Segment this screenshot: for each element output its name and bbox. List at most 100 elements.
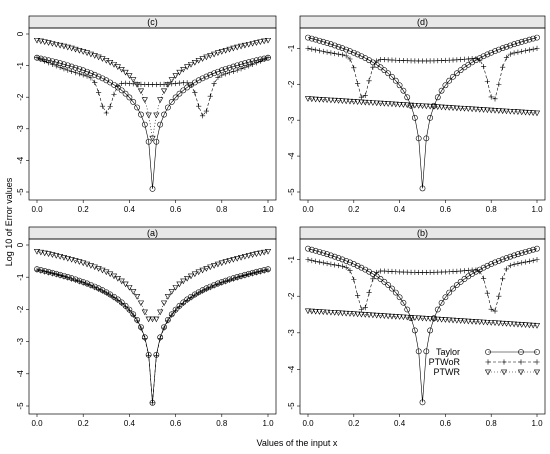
data-point (316, 96, 323, 103)
data-point (530, 257, 536, 264)
data-point (68, 45, 75, 52)
data-point (234, 256, 241, 262)
data-point (404, 102, 411, 109)
x-tick-label: 0.2 (348, 419, 360, 428)
y-tick-label: -1 (16, 273, 25, 281)
series-line (307, 37, 538, 189)
data-point (305, 45, 311, 51)
data-point (423, 316, 430, 322)
data-point (95, 54, 102, 61)
data-point (126, 80, 132, 87)
data-point (358, 94, 365, 100)
data-point (442, 317, 449, 323)
data-point (45, 60, 52, 66)
data-point (219, 280, 225, 286)
panel-a: (a) 0.0 0.2 0.4 0.6 0.8 1.0 0 -1 -2 -3 -4 -5 (16, 226, 277, 428)
data-point (370, 276, 376, 282)
data-point (346, 98, 354, 105)
data-point (427, 327, 434, 334)
data-point (161, 111, 167, 118)
x-tick-label: 1.0 (262, 205, 274, 214)
data-point (172, 285, 179, 291)
data-point (407, 315, 415, 321)
data-point (203, 54, 210, 61)
data-point (343, 53, 349, 59)
data-point (328, 50, 334, 56)
data-point (238, 66, 244, 72)
data-point (358, 53, 365, 60)
data-point (107, 292, 113, 298)
series-taylor (34, 266, 271, 406)
data-point (257, 269, 263, 275)
data-point (99, 75, 106, 82)
data-point (491, 320, 499, 327)
data-point (355, 293, 361, 299)
data-point (305, 245, 311, 252)
data-point (534, 45, 540, 51)
data-point (56, 254, 64, 260)
data-point (534, 257, 540, 263)
data-point (514, 109, 522, 116)
data-point (138, 325, 144, 331)
data-point (49, 252, 56, 258)
y-tick-label: -5 (16, 402, 25, 410)
data-point (222, 259, 229, 265)
data-point (354, 99, 361, 105)
data-point (80, 260, 87, 267)
data-point (346, 311, 354, 317)
data-point (366, 78, 372, 84)
data-point (309, 257, 315, 264)
panel-b: (b) 0.0 0.2 0.4 0.6 0.8 1.0 -1 -2 -3 -4 -5 (287, 226, 546, 428)
x-tick-label: 0.4 (394, 205, 406, 214)
data-point (61, 66, 67, 72)
data-point (210, 51, 218, 58)
series-ptwor (34, 267, 271, 406)
data-point (149, 316, 156, 323)
data-point (42, 58, 48, 64)
x-tick-label: 0.2 (78, 419, 90, 428)
data-point (503, 54, 510, 61)
data-point (126, 308, 132, 314)
data-point (488, 107, 495, 114)
data-point (45, 251, 52, 258)
data-point (160, 300, 168, 307)
data-point (492, 48, 498, 55)
data-point (515, 260, 521, 267)
data-point (164, 104, 171, 111)
data-point (400, 102, 407, 108)
data-point (84, 73, 90, 79)
data-point (488, 94, 494, 100)
x-tick-label: 0.4 (124, 419, 136, 428)
data-point (99, 103, 106, 109)
data-point (365, 100, 373, 106)
data-point (450, 73, 456, 80)
data-point (419, 399, 426, 406)
data-point (316, 37, 323, 44)
data-point (343, 264, 349, 270)
data-point (230, 257, 237, 263)
data-point (434, 316, 441, 323)
data-point (250, 271, 256, 277)
series-line (36, 251, 269, 320)
data-point (87, 51, 95, 58)
data-point (241, 42, 249, 49)
data-point (199, 56, 206, 62)
data-point (533, 323, 541, 329)
data-point (499, 320, 506, 327)
data-point (196, 290, 202, 296)
data-point (522, 37, 529, 44)
data-point (219, 72, 225, 78)
data-point (184, 64, 191, 70)
data-point (234, 44, 241, 51)
data-point (199, 75, 206, 82)
data-point (320, 38, 327, 45)
x-tick-label: 0.8 (216, 419, 228, 428)
data-point (320, 97, 327, 103)
x-tick-label: 0.4 (124, 205, 136, 214)
x-tick-label: 0.6 (170, 205, 182, 214)
data-point (530, 246, 537, 253)
data-point (261, 56, 267, 63)
panel-strip-label: (d) (417, 17, 428, 27)
data-point (347, 259, 353, 266)
